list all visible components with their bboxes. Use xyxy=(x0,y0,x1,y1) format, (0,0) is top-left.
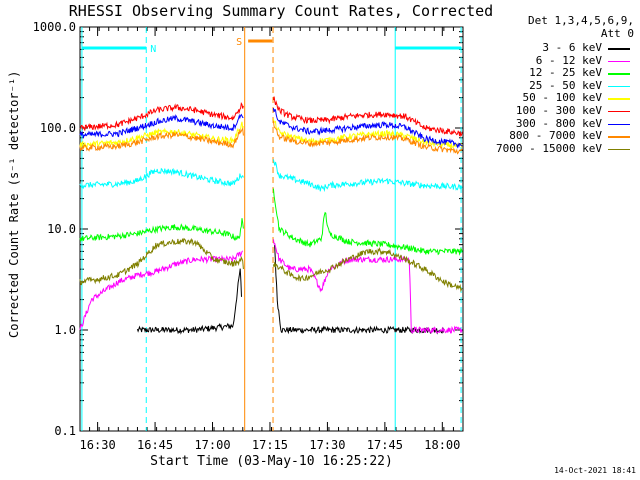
x-tick-label: 17:30 xyxy=(309,438,345,452)
legend-entry: 100 - 300 keV xyxy=(496,103,636,118)
legend-label: 6 - 12 keV xyxy=(535,53,602,67)
series-line xyxy=(272,107,463,149)
legend-label: 100 - 300 keV xyxy=(515,103,602,117)
x-tick-label: 17:00 xyxy=(194,438,230,452)
legend-label: 3 - 6 keV xyxy=(542,41,602,54)
detector-list: Det 1,3,4,5,6,9, xyxy=(528,14,634,27)
legend-entry: 3 - 6 keV xyxy=(496,41,636,55)
x-axis-label: Start Time (03-May-10 16:25:22) xyxy=(150,454,393,469)
series-line xyxy=(272,239,463,334)
legend-entry: 25 - 50 keV xyxy=(496,78,636,93)
legend-entry: 300 - 800 keV xyxy=(496,116,636,131)
series-line xyxy=(272,246,463,293)
night-bar-label: N xyxy=(150,44,156,55)
series-line xyxy=(272,96,463,138)
legend-label: 50 - 100 keV xyxy=(522,91,602,105)
y-tick-label: 10.0 xyxy=(47,222,76,236)
legend-entry: 50 - 100 keV xyxy=(496,92,636,105)
legend-entry: 800 - 7000 keV xyxy=(496,129,636,143)
series-line xyxy=(79,167,244,190)
legend-swatch xyxy=(608,148,630,151)
x-tick-label: 17:45 xyxy=(367,438,403,452)
timestamp-stamp: 14-Oct-2021 18:41 xyxy=(554,466,636,475)
chart-title: RHESSI Observing Summary Count Rates, Co… xyxy=(68,2,494,20)
legend-entry: 6 - 12 keV xyxy=(496,53,636,68)
y-tick-label: 1000.0 xyxy=(33,20,76,34)
plot-frame xyxy=(79,26,464,432)
series-line xyxy=(79,127,244,152)
series-line xyxy=(274,244,444,335)
x-tick-label: 17:15 xyxy=(252,438,288,452)
x-tick-label: 18:00 xyxy=(424,438,460,452)
legend-swatch xyxy=(608,123,630,126)
series-line xyxy=(79,237,244,286)
series-line xyxy=(272,188,463,256)
legend-swatch xyxy=(608,110,630,113)
x-tick-label: 16:45 xyxy=(137,438,173,452)
series-line xyxy=(79,218,244,242)
x-tick-label: 16:30 xyxy=(80,438,116,452)
y-tick-label: 1.0 xyxy=(54,323,76,337)
legend-label: 7000 - 15000 keV xyxy=(496,141,602,155)
legend-label: 300 - 800 keV xyxy=(515,116,602,130)
series-line xyxy=(272,159,463,193)
y-tick-label: 0.1 xyxy=(54,424,76,438)
detector-info: Det 1,3,4,5,6,9, Att 0 xyxy=(528,14,634,40)
legend-swatch xyxy=(608,73,630,75)
y-axis-label: Corrected Count Rate (s⁻¹ detector⁻¹) xyxy=(7,70,21,338)
series-line xyxy=(79,121,244,149)
series-line xyxy=(79,101,244,131)
series-line xyxy=(136,268,242,335)
attenuator-state: Att 0 xyxy=(600,27,634,40)
legend-label: 800 - 7000 keV xyxy=(509,129,602,143)
legend-label: 12 - 25 keV xyxy=(529,66,602,80)
legend-swatch xyxy=(608,98,630,100)
series-line xyxy=(272,120,463,155)
legend-swatch xyxy=(608,85,630,88)
legend-swatch xyxy=(608,136,630,138)
y-tick-label: 100.0 xyxy=(40,121,76,135)
legend: 3 - 6 keV 6 - 12 keV 12 - 25 keV 25 - 50 ke… xyxy=(496,41,636,156)
legend-entry: 7000 - 15000 keV xyxy=(496,141,636,156)
legend-entry: 12 - 25 keV xyxy=(496,66,636,80)
saa-bar-label: S xyxy=(236,37,242,48)
legend-label: 25 - 50 keV xyxy=(529,78,602,92)
legend-swatch xyxy=(608,60,630,63)
legend-swatch xyxy=(608,48,630,50)
series-line xyxy=(79,113,244,139)
